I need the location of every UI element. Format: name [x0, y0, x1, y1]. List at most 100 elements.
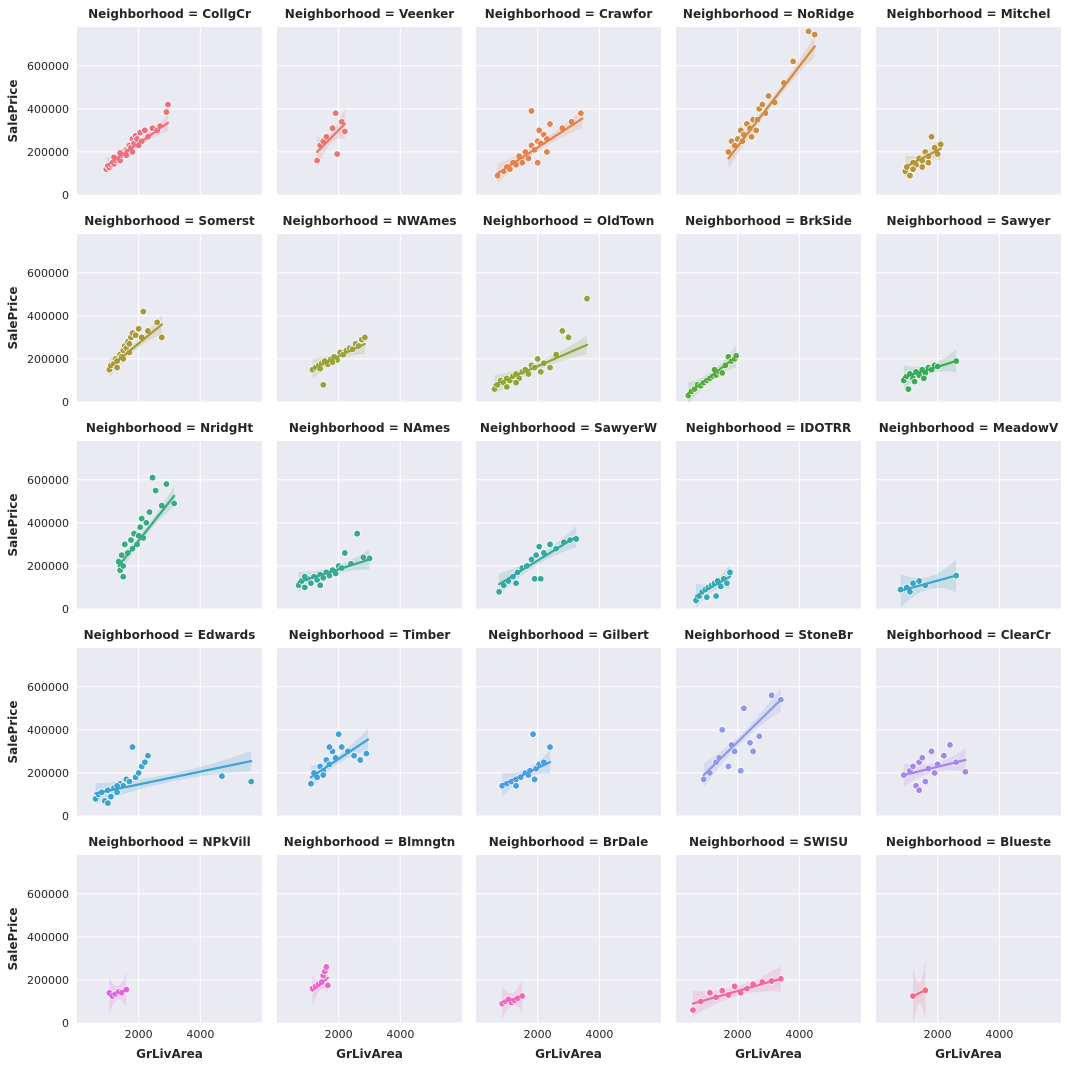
plot-area — [277, 234, 462, 402]
y-axis-label: SalePrice — [6, 493, 20, 556]
data-point — [927, 133, 936, 141]
facet-panel: Neighborhood = NPkVill 0 200000 400000 60000… — [6, 835, 262, 1061]
data-point — [789, 57, 797, 66]
facet-panel: Neighborhood = OldTown — [476, 214, 661, 403]
panel-title: Neighborhood = MeadowV — [879, 421, 1059, 435]
data-point — [724, 148, 733, 156]
data-point — [131, 331, 140, 339]
data-point — [940, 752, 948, 760]
data-point — [503, 383, 511, 391]
data-point — [918, 754, 926, 762]
facet-panel: Neighborhood = Mitchel — [876, 7, 1061, 196]
data-point — [546, 363, 554, 372]
data-point — [724, 762, 733, 771]
data-point — [322, 133, 330, 141]
data-point — [104, 799, 112, 807]
data-point — [712, 592, 720, 600]
data-point — [534, 355, 542, 363]
regression-line — [911, 989, 927, 998]
data-point — [495, 588, 503, 596]
facet-panel: Neighborhood = SawyerW — [476, 421, 661, 610]
panel-title: Neighborhood = StoneBr — [684, 628, 853, 642]
panel-title: Neighborhood = BrDale — [489, 835, 649, 849]
panel-title: Neighborhood = CollgCr — [88, 7, 251, 21]
data-point — [909, 579, 917, 587]
facet-panel: Neighborhood = CollgCr 0 200000 400000 60000… — [6, 7, 262, 202]
data-point — [512, 782, 520, 790]
data-point — [162, 480, 171, 488]
panel-title: Neighborhood = OldTown — [483, 214, 655, 228]
data-point — [333, 150, 341, 158]
panel-title: Neighborhood = Timber — [289, 628, 451, 642]
data-point — [910, 377, 919, 386]
regression-line — [687, 355, 738, 395]
data-point — [142, 519, 151, 527]
data-point — [746, 739, 754, 747]
data-point — [920, 374, 928, 382]
panel-title: Neighborhood = Sawyer — [887, 214, 1051, 228]
y-tick-label: 400000 — [27, 103, 69, 116]
regression-line — [498, 535, 578, 586]
data-point — [518, 159, 526, 167]
x-tick-label: 4000 — [785, 1028, 813, 1041]
data-point — [247, 777, 255, 786]
data-point — [148, 473, 157, 482]
panel-title: Neighborhood = IDOTRR — [686, 421, 852, 435]
y-tick-label: 400000 — [27, 517, 69, 530]
data-point — [350, 752, 358, 760]
regression-line — [108, 989, 128, 997]
data-point — [532, 551, 540, 559]
x-tick-label: 4000 — [985, 1028, 1013, 1041]
regression-line — [496, 117, 584, 175]
y-tick-label: 600000 — [27, 681, 69, 694]
data-point — [530, 775, 539, 784]
regression-line — [902, 359, 958, 379]
x-tick-label: 4000 — [585, 1028, 613, 1041]
panel-title: Neighborhood = Gilbert — [488, 628, 649, 642]
y-axis-label: SalePrice — [6, 907, 20, 970]
data-point — [752, 126, 760, 135]
data-point — [218, 772, 226, 780]
data-point — [331, 109, 340, 117]
facet-panel: Neighborhood = BrDale 2000 4000 GrLivArea — [476, 835, 661, 1061]
panel-title: Neighborhood = Veenker — [285, 7, 454, 21]
y-tick-label: 200000 — [27, 974, 69, 987]
facet-panel: Neighborhood = Sawyer — [876, 214, 1061, 403]
facet-panel: Neighborhood = Timber — [277, 628, 462, 817]
data-point — [325, 743, 334, 751]
facet-panel: Neighborhood = NAmes — [277, 421, 462, 610]
regression-line — [105, 121, 170, 168]
plot-area — [277, 27, 462, 195]
data-point — [307, 579, 315, 587]
data-point — [119, 573, 127, 581]
data-point — [703, 593, 711, 601]
data-point — [527, 555, 536, 564]
plot-area — [476, 855, 661, 1023]
x-axis-label: GrLivArea — [535, 1047, 602, 1061]
data-point — [341, 549, 349, 557]
x-tick-label: 2000 — [724, 1028, 752, 1041]
data-point — [125, 777, 134, 786]
regression-line — [904, 147, 942, 169]
y-axis-label: SalePrice — [6, 79, 20, 142]
data-point — [546, 120, 554, 128]
plot-area — [676, 855, 861, 1023]
data-point — [747, 133, 756, 141]
regression-line — [694, 575, 732, 598]
facet-panel: Neighborhood = MeadowV — [876, 421, 1061, 610]
data-point — [764, 92, 773, 100]
plot-area — [676, 27, 861, 195]
regression-line — [902, 758, 967, 777]
regression-line — [493, 343, 589, 386]
panel-title: Neighborhood = Crawfor — [485, 7, 653, 21]
data-point — [700, 775, 708, 784]
facet-panel: Neighborhood = Blmngtn 2000 4000 GrLivArea — [277, 835, 462, 1061]
y-tick-label: 600000 — [27, 474, 69, 487]
data-point — [534, 159, 542, 167]
data-point — [730, 982, 739, 991]
y-tick-label: 0 — [62, 603, 69, 616]
plot-area — [676, 648, 861, 816]
y-tick-label: 0 — [62, 1017, 69, 1030]
regression-line — [691, 977, 782, 1005]
data-point — [338, 743, 346, 751]
